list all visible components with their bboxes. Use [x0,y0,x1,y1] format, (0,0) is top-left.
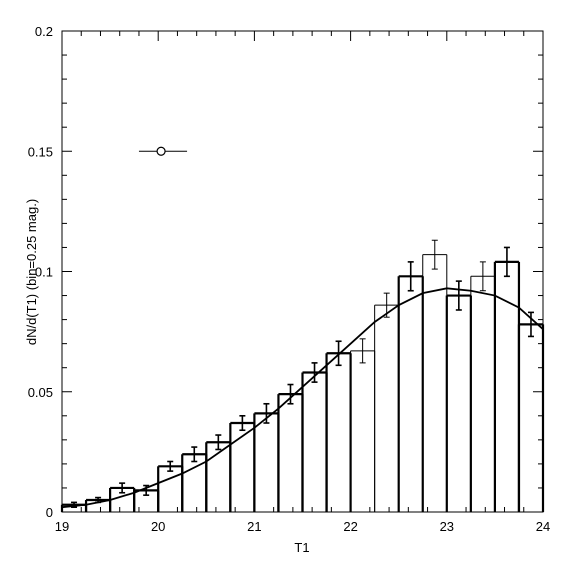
y-tick-label: 0.05 [28,385,53,400]
y-tick-labels: 0 0.05 0.1 0.15 0.2 [28,24,53,520]
x-tick-label: 23 [440,519,454,534]
model-curve [61,287,544,509]
x-tick-label: 19 [55,519,69,534]
y-tick-label: 0.15 [28,144,53,159]
y-axis-label: dN/d(T1) (bin=0.25 mag.) [24,199,39,345]
x-axis-label: T1 [294,540,309,555]
histogram-series [60,239,545,512]
y-tick-label: 0.1 [35,265,53,280]
x-tick-labels: 19 20 21 22 23 24 [55,519,550,534]
axis-ticks [61,30,544,513]
x-tick-label: 20 [151,519,165,534]
x-tick-label: 21 [247,519,261,534]
y-tick-label: 0 [46,505,53,520]
annotation-marker [138,146,188,156]
y-tick-label: 0.2 [35,24,53,39]
model-curve-layer [61,287,544,509]
x-tick-label: 24 [536,519,550,534]
annotation-circle [156,146,166,156]
x-tick-label: 22 [343,519,357,534]
